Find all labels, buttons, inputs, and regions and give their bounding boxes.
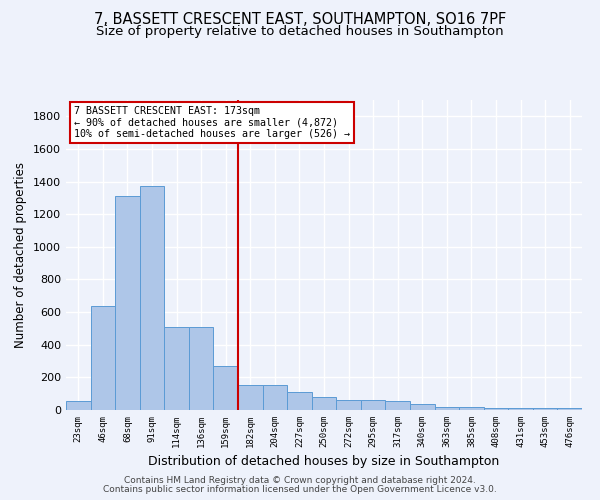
- Bar: [263, 384, 287, 410]
- Bar: [508, 408, 533, 410]
- Text: Contains public sector information licensed under the Open Government Licence v3: Contains public sector information licen…: [103, 485, 497, 494]
- Text: 7 BASSETT CRESCENT EAST: 173sqm
← 90% of detached houses are smaller (4,872)
10%: 7 BASSETT CRESCENT EAST: 173sqm ← 90% of…: [74, 106, 350, 140]
- Bar: [312, 397, 336, 410]
- Bar: [385, 401, 410, 410]
- Bar: [66, 401, 91, 410]
- Bar: [459, 406, 484, 410]
- Bar: [140, 186, 164, 410]
- Bar: [557, 408, 582, 410]
- Bar: [189, 327, 214, 410]
- Bar: [115, 196, 140, 410]
- Bar: [238, 384, 263, 410]
- Bar: [533, 408, 557, 410]
- X-axis label: Distribution of detached houses by size in Southampton: Distribution of detached houses by size …: [148, 456, 500, 468]
- Bar: [336, 400, 361, 410]
- Text: 7, BASSETT CRESCENT EAST, SOUTHAMPTON, SO16 7PF: 7, BASSETT CRESCENT EAST, SOUTHAMPTON, S…: [94, 12, 506, 28]
- Text: Size of property relative to detached houses in Southampton: Size of property relative to detached ho…: [96, 25, 504, 38]
- Bar: [287, 392, 312, 410]
- Bar: [410, 404, 434, 410]
- Bar: [164, 327, 189, 410]
- Bar: [214, 366, 238, 410]
- Bar: [91, 306, 115, 410]
- Bar: [484, 408, 508, 410]
- Bar: [434, 406, 459, 410]
- Bar: [361, 400, 385, 410]
- Text: Contains HM Land Registry data © Crown copyright and database right 2024.: Contains HM Land Registry data © Crown c…: [124, 476, 476, 485]
- Y-axis label: Number of detached properties: Number of detached properties: [14, 162, 28, 348]
